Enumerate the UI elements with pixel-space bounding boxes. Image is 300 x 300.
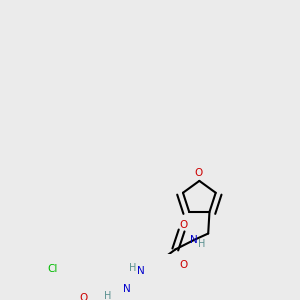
Text: H: H bbox=[104, 291, 112, 300]
Text: N: N bbox=[136, 266, 144, 276]
Text: H: H bbox=[198, 239, 205, 249]
Text: H: H bbox=[129, 263, 137, 273]
Text: O: O bbox=[194, 168, 202, 178]
Text: N: N bbox=[190, 235, 198, 245]
Text: Cl: Cl bbox=[48, 264, 58, 274]
Text: N: N bbox=[123, 284, 130, 294]
Text: O: O bbox=[179, 260, 188, 270]
Text: O: O bbox=[179, 220, 188, 230]
Text: O: O bbox=[80, 293, 88, 300]
